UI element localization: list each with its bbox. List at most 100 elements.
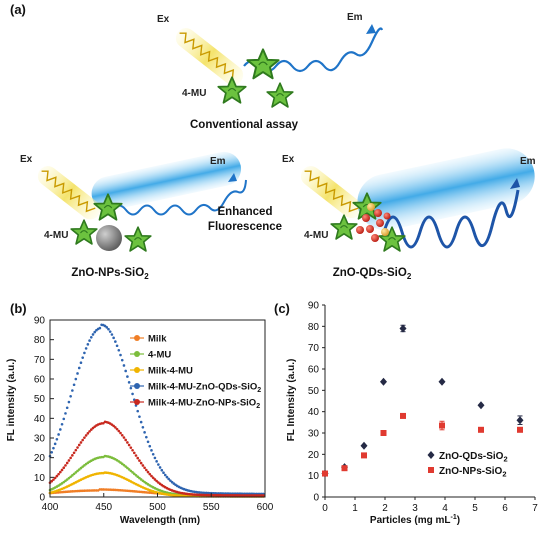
- chart-b-point: [67, 459, 71, 462]
- chart-b-point: [69, 394, 72, 398]
- chart-b-point: [131, 448, 134, 452]
- chart-b-point: [120, 358, 124, 362]
- chart-b-point: [52, 478, 55, 481]
- chart-b-point: [119, 431, 122, 435]
- chart-b-point: [67, 476, 71, 480]
- chart-b-point: [64, 464, 67, 467]
- chart-b-point: [107, 327, 110, 331]
- emission-wave-left: [111, 179, 247, 216]
- chart-b-point: [119, 353, 122, 357]
- chart-c-xtick-label: 2: [382, 503, 388, 514]
- chart-c-point-square: [341, 465, 348, 472]
- chart-b-xtick-label: 550: [203, 502, 220, 513]
- chart-c-legend-label: ZnO-QDs-SiO2: [439, 451, 508, 464]
- chart-c-point-diamond: [516, 416, 524, 425]
- chart-b-point: [139, 461, 143, 465]
- chart-c-point-square: [478, 426, 484, 433]
- chart-b-point: [129, 446, 133, 449]
- chart-b-point: [261, 494, 265, 497]
- chart-b-ytick-label: 70: [34, 355, 46, 366]
- nps-scheme: Em Ex 4-MU ZnO-NPs-SiO2: [20, 151, 247, 281]
- chart-b-point: [57, 433, 60, 436]
- chart-b-point: [115, 344, 119, 348]
- chart-b-point: [122, 436, 126, 439]
- zno-nanoparticle-icon: [96, 225, 122, 251]
- chart-b-point: [160, 468, 164, 472]
- chart-b-point: [52, 446, 55, 450]
- chart-b-point: [62, 466, 66, 470]
- chart-b-point: [55, 474, 59, 478]
- chart-b-point: [141, 464, 145, 467]
- chart-c-xlabel: Particles (mg mL-1): [370, 514, 460, 526]
- chart-b-point: [136, 456, 140, 460]
- chart-b-point: [114, 340, 117, 343]
- chart-b-point: [72, 383, 76, 387]
- zno-quantum-dots-icon: [356, 203, 391, 242]
- conventional-assay-caption: Conventional assay: [190, 119, 299, 131]
- chart-b-point: [157, 463, 160, 466]
- chart-b-point: [69, 475, 72, 479]
- excitation-label-top: Ex: [157, 14, 170, 25]
- chart-b-point: [145, 468, 148, 472]
- chart-b-legend-label: Milk-4-MU-ZnO-NPs-SiO2: [148, 398, 260, 411]
- chart-b-point: [86, 432, 90, 435]
- chart-c-xtick-label: 0: [322, 503, 328, 514]
- chart-b-ytick-label: 60: [34, 375, 46, 386]
- chart-b-point: [132, 472, 136, 476]
- chart-b-point: [151, 476, 155, 480]
- chart-b-point: [60, 468, 64, 472]
- chart-b-point: [114, 426, 117, 429]
- chart-c-point-square: [439, 422, 445, 429]
- chart-c-xtick-label: 7: [532, 503, 538, 514]
- emission-wave-right: [382, 189, 520, 249]
- chart-c-ytick-label: 40: [308, 407, 320, 418]
- excitation-beam-right: [300, 166, 362, 219]
- chart-c-axes: [322, 304, 536, 500]
- fluorophore-star-icon: [124, 226, 152, 252]
- chart-c-point-square: [428, 467, 434, 473]
- chart-b-point: [124, 465, 127, 468]
- chart-b-series-5: [48, 420, 265, 497]
- chart-c: (c) 0 10 20 30 40 50 60 70 80 90 0 1 2 3 4 5 6 7 Particle…: [274, 301, 538, 527]
- chart-b-point: [138, 459, 141, 462]
- chart-b-point: [134, 454, 138, 457]
- chart-c-series: [321, 324, 524, 478]
- chart-b-point: [126, 375, 129, 378]
- chart-b-point: [143, 466, 146, 470]
- chart-b-point: [84, 347, 88, 350]
- chart-b-point: [117, 348, 121, 352]
- chart-b-legend-label: 4-MU: [148, 350, 171, 361]
- chart-b-point: [89, 428, 93, 431]
- chart-b-point: [165, 475, 169, 479]
- chart-b-ytick-label: 10: [34, 473, 46, 484]
- chart-b-point: [65, 406, 69, 410]
- chart-b-point: [64, 412, 67, 415]
- nps-caption: ZnO-NPs-SiO2: [71, 267, 149, 281]
- chart-b-series-4: [48, 323, 265, 496]
- chart-b-legend-marker: [134, 383, 140, 389]
- chart-c-point-diamond: [438, 377, 446, 386]
- conventional-assay-scheme: Ex Em 4-MU Conventional assay: [157, 12, 384, 131]
- chart-b-xtick-label: 600: [257, 502, 274, 513]
- emission-label-left: Em: [210, 156, 226, 167]
- chart-c-point-diamond: [360, 441, 368, 450]
- chart-c-xtick-label: 1: [352, 503, 358, 514]
- chart-c-xtick-label: 4: [442, 503, 448, 514]
- chart-c-ytick-label: 90: [308, 301, 320, 312]
- chart-b-point: [71, 474, 74, 477]
- chart-b-legend-label: Milk-4-MU-ZnO-QDs-SiO2: [148, 382, 261, 395]
- chart-b-point: [57, 472, 60, 476]
- chart-b-point: [76, 446, 79, 449]
- chart-b-ytick-label: 20: [34, 453, 46, 464]
- chart-b-point: [108, 330, 112, 333]
- chart-b-point: [105, 326, 109, 329]
- chart-b-point: [115, 427, 119, 431]
- chart-c-point-diamond: [427, 451, 435, 459]
- chart-c-ytick-label: 60: [308, 365, 320, 376]
- chart-c-ytick-label: 0: [313, 493, 319, 504]
- chart-c-ytick-label: 70: [308, 343, 320, 354]
- chart-b-point: [102, 421, 105, 425]
- chart-b-point: [79, 466, 83, 470]
- qds-scheme: Em Ex 4-MU ZnO-QDs-SiO2: [282, 148, 536, 281]
- chart-c-xtick-label: 5: [472, 503, 478, 514]
